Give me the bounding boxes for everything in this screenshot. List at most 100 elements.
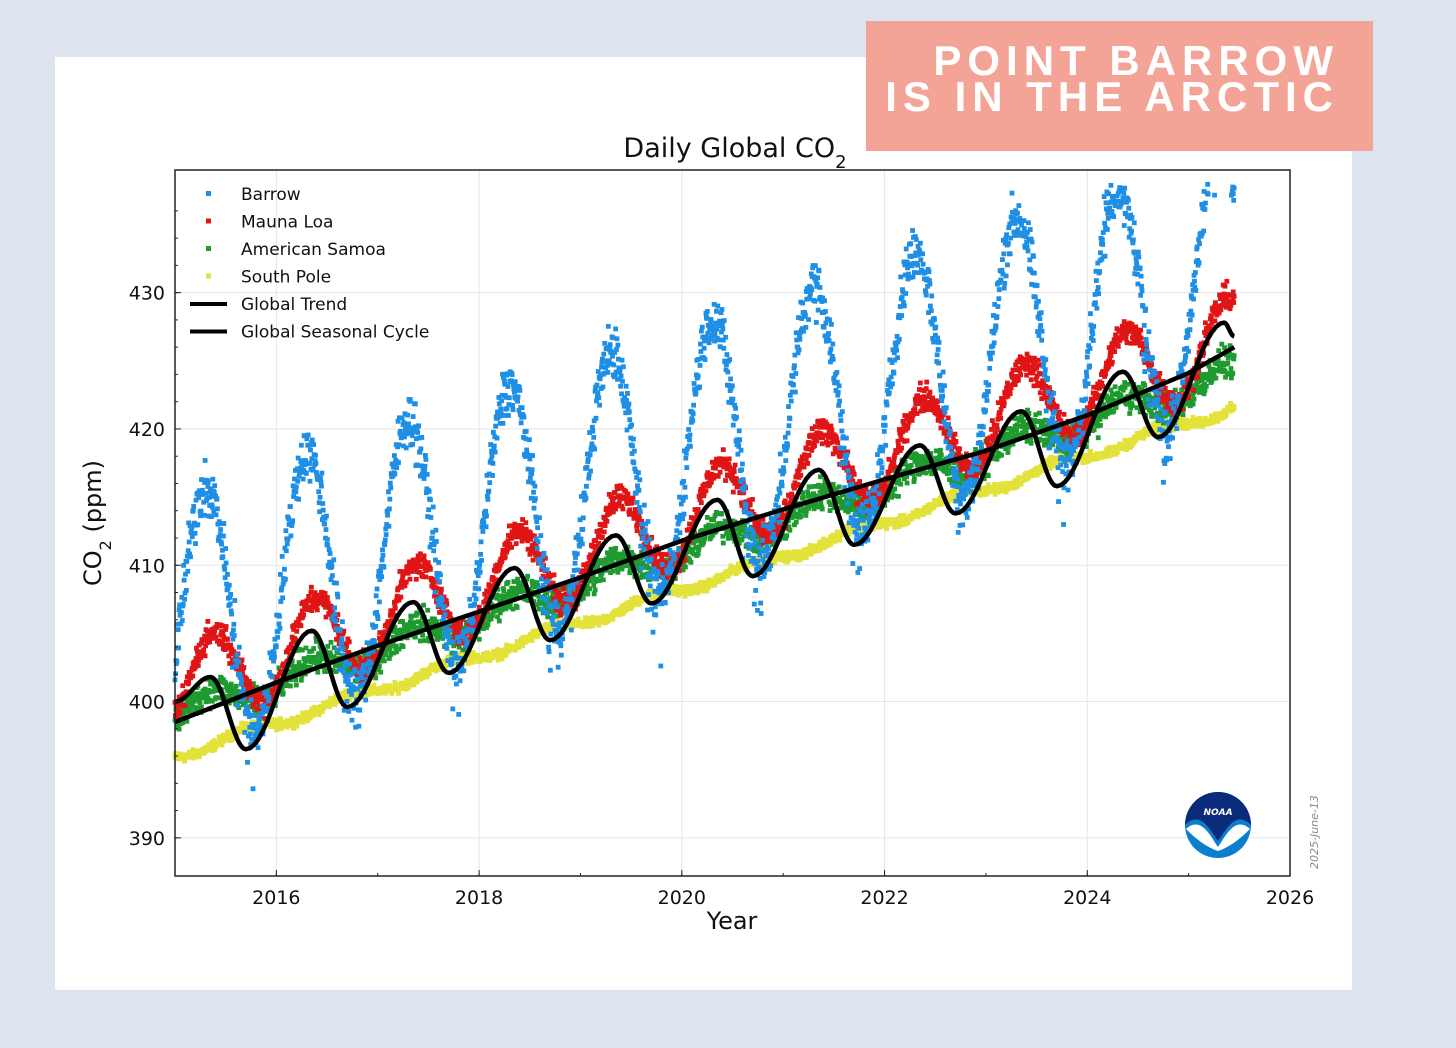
data-point bbox=[262, 716, 268, 721]
data-point bbox=[1073, 451, 1079, 457]
data-point bbox=[190, 673, 196, 679]
data-point bbox=[944, 491, 950, 497]
data-point bbox=[250, 686, 255, 691]
data-point bbox=[189, 703, 195, 709]
data-point bbox=[418, 620, 424, 626]
data-point bbox=[379, 658, 385, 663]
data-point bbox=[281, 661, 286, 667]
data-point bbox=[1191, 396, 1197, 402]
data-point bbox=[619, 566, 625, 572]
data-point bbox=[301, 612, 307, 618]
data-point bbox=[480, 626, 486, 631]
data-point bbox=[222, 647, 228, 652]
data-point bbox=[508, 593, 514, 598]
data-point bbox=[1023, 429, 1029, 435]
data-point bbox=[1196, 384, 1202, 390]
data-point bbox=[1064, 451, 1070, 456]
data-point bbox=[896, 524, 902, 530]
data-point bbox=[943, 467, 949, 473]
data-point bbox=[859, 529, 865, 534]
data-point bbox=[292, 664, 298, 669]
data-point bbox=[1005, 445, 1011, 450]
data-point bbox=[833, 538, 838, 544]
data-point bbox=[515, 576, 520, 582]
data-point bbox=[897, 513, 903, 519]
data-point bbox=[225, 642, 231, 648]
data-point bbox=[312, 600, 317, 605]
data-point bbox=[1025, 407, 1030, 413]
data-point bbox=[985, 473, 991, 479]
data-point bbox=[182, 758, 187, 764]
data-point bbox=[328, 639, 334, 645]
data-point bbox=[207, 639, 213, 645]
data-point bbox=[937, 455, 942, 460]
data-point bbox=[813, 501, 819, 507]
data-point bbox=[1199, 378, 1205, 384]
data-point bbox=[645, 565, 651, 571]
data-point bbox=[1144, 405, 1149, 411]
data-point bbox=[195, 663, 201, 668]
data-point bbox=[525, 573, 530, 579]
data-point bbox=[599, 570, 605, 576]
data-point bbox=[396, 646, 402, 652]
data-point bbox=[1132, 395, 1138, 401]
data-point bbox=[346, 665, 352, 671]
data-point bbox=[783, 535, 789, 541]
data-point bbox=[985, 482, 991, 488]
data-point bbox=[202, 633, 208, 639]
data-point bbox=[443, 663, 449, 668]
data-point bbox=[288, 677, 294, 683]
data-point bbox=[220, 630, 226, 636]
data-point bbox=[702, 535, 707, 541]
data-point bbox=[406, 685, 411, 691]
data-point bbox=[848, 504, 854, 510]
data-point bbox=[313, 635, 319, 640]
data-point bbox=[623, 607, 629, 613]
data-point bbox=[223, 680, 229, 686]
data-point bbox=[293, 677, 299, 683]
data-point bbox=[461, 625, 467, 631]
data-point bbox=[321, 601, 327, 607]
data-point bbox=[191, 755, 197, 761]
data-point bbox=[323, 614, 329, 620]
data-point bbox=[503, 652, 509, 658]
data-point bbox=[535, 582, 541, 588]
data-point bbox=[821, 536, 827, 542]
data-point bbox=[1133, 437, 1139, 443]
data-point bbox=[430, 627, 436, 633]
data-point bbox=[288, 683, 293, 689]
data-point bbox=[542, 627, 547, 633]
data-point bbox=[605, 561, 611, 567]
data-point bbox=[1136, 384, 1142, 390]
data-point bbox=[305, 718, 311, 724]
data-point bbox=[490, 613, 495, 618]
data-point bbox=[205, 618, 211, 624]
data-point bbox=[783, 553, 789, 559]
data-point bbox=[575, 616, 581, 622]
data-point bbox=[590, 575, 596, 580]
data-point bbox=[289, 646, 295, 652]
data-point bbox=[488, 616, 494, 622]
data-point bbox=[1041, 431, 1047, 437]
data-point bbox=[591, 582, 597, 588]
data-point bbox=[496, 618, 502, 624]
data-point bbox=[383, 652, 389, 658]
data-point bbox=[872, 508, 878, 514]
data-point bbox=[219, 742, 225, 748]
data-point bbox=[1111, 408, 1117, 414]
data-point bbox=[1152, 405, 1158, 411]
data-point bbox=[1186, 398, 1192, 403]
data-point bbox=[927, 468, 933, 474]
data-point bbox=[1094, 421, 1100, 426]
data-point bbox=[793, 519, 799, 525]
data-point bbox=[331, 654, 337, 660]
data-point bbox=[293, 682, 299, 688]
data-point bbox=[948, 496, 953, 502]
data-point bbox=[913, 458, 919, 464]
data-point bbox=[957, 471, 963, 477]
data-point bbox=[696, 544, 702, 550]
data-point bbox=[710, 532, 716, 538]
data-point bbox=[176, 694, 182, 700]
data-point bbox=[476, 636, 482, 642]
data-point bbox=[177, 709, 183, 715]
